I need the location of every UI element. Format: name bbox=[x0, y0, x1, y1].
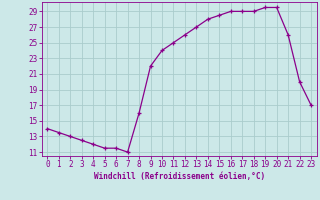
X-axis label: Windchill (Refroidissement éolien,°C): Windchill (Refroidissement éolien,°C) bbox=[94, 172, 265, 181]
